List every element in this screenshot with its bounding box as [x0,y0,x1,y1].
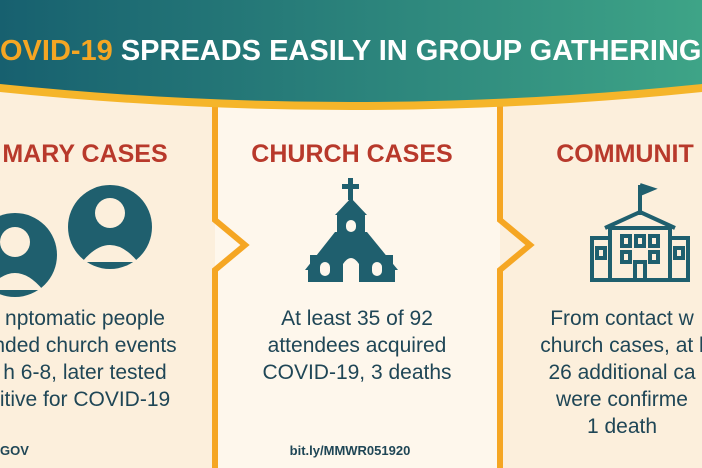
body-line: attendees acquired [268,334,447,357]
building-icon [590,183,690,282]
body-line: From contact w [550,307,694,330]
body-line: church cases, at l [540,334,702,357]
body-line: 26 additional ca [548,361,695,384]
panel-heading: CHURCH CASES [251,140,452,168]
footer-link[interactable]: bit.ly/MMWR051920 [290,443,411,458]
panel-text: nptomatic people nded church events h 6-8,… [0,307,702,438]
people-icon [0,185,152,297]
middle-panel [215,100,500,468]
body-line: nptomatic people [5,307,165,330]
body-line: nded church events [0,334,177,357]
body-line: itive for COVID-19 [0,388,170,411]
body-line: were confirme [555,388,688,411]
church-openings [320,220,382,282]
body-line: h 6-8, later tested [3,361,166,384]
header-title: OVID-19 SPREADS EASILY IN GROUP GATHERING [0,35,701,67]
footer: GOV [0,443,29,458]
panel-heading: MARY CASES [2,140,167,168]
header-text: SPREADS EASILY IN GROUP GATHERING [121,35,702,67]
header-band [0,0,702,102]
body-line: At least 35 of 92 [281,307,433,330]
body-line: COVID-19, 3 deaths [262,361,451,384]
body-line: 1 death [587,415,657,438]
divider [497,100,535,468]
panel-heading: COMMUNIT [556,140,693,168]
header-highlight: OVID-19 [0,35,113,67]
divider [212,100,250,468]
